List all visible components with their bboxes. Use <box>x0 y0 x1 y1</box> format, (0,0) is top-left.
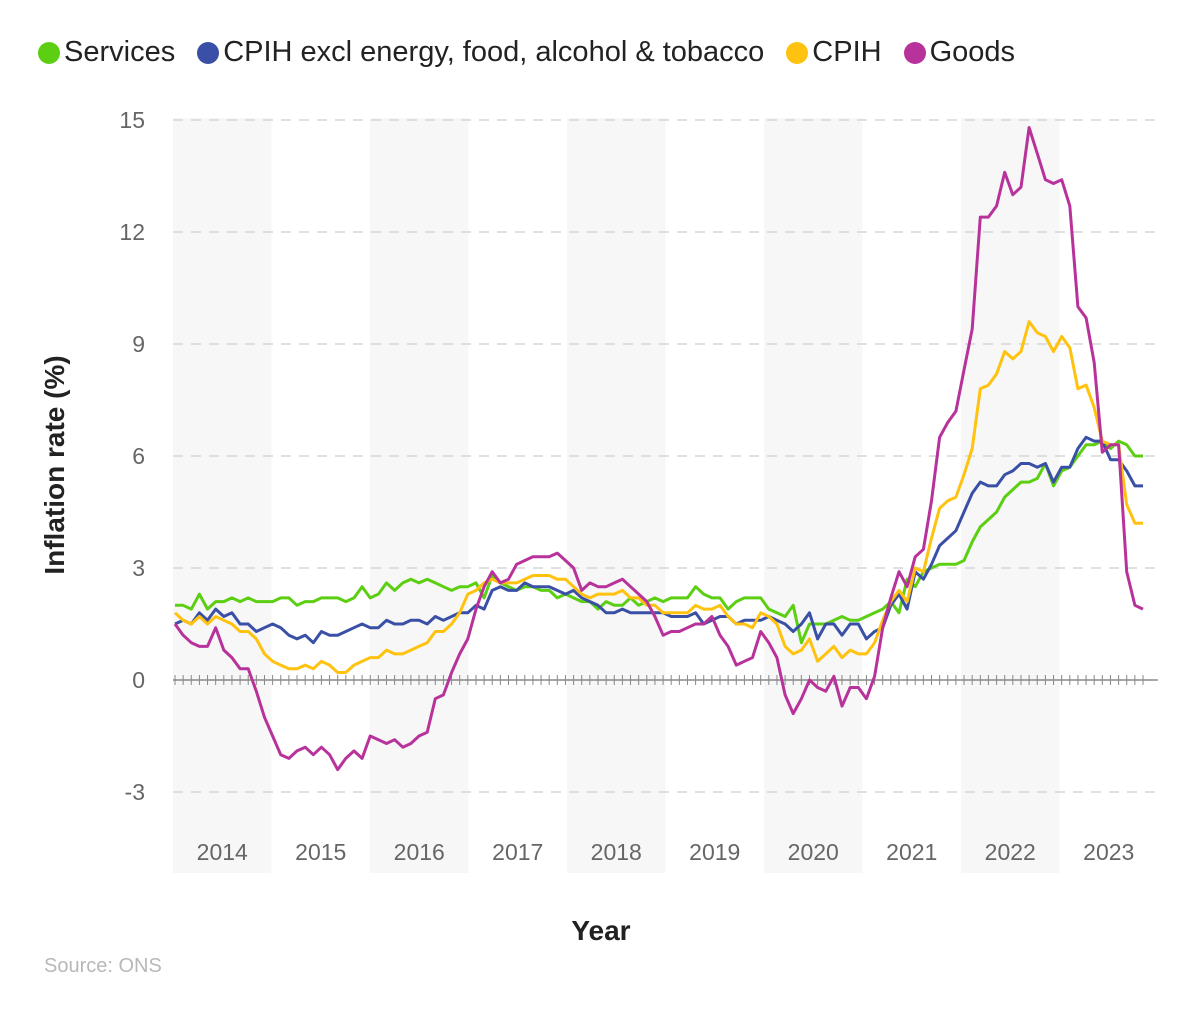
y-tick-label: 15 <box>119 107 145 133</box>
x-tick-label: 2019 <box>689 839 740 865</box>
series-line-services <box>175 439 1143 645</box>
x-tick-label: 2023 <box>1083 839 1134 865</box>
x-tick-label: 2016 <box>394 839 445 865</box>
legend-item-core[interactable]: CPIH excl energy, food, alcohol & tobacc… <box>197 36 764 69</box>
x-tick-label: 2017 <box>492 839 543 865</box>
series-line-cpih-excl-energy-food-alcohol-tobacco <box>174 435 1143 645</box>
x-axis-title: Year <box>571 915 630 946</box>
series-line-cpih <box>173 320 1143 674</box>
x-tick-label: 2020 <box>788 839 839 865</box>
y-axis-title: Inflation rate (%) <box>39 355 70 574</box>
year-band <box>370 118 469 873</box>
x-tick-label: 2021 <box>886 839 937 865</box>
legend-item-services[interactable]: Services <box>38 36 175 69</box>
y-tick-label: -3 <box>125 779 145 805</box>
x-tick-label: 2015 <box>295 839 346 865</box>
legend-dot <box>903 41 926 64</box>
legend: Services CPIH excl energy, food, alcohol… <box>38 36 1015 69</box>
y-tick-label: 6 <box>132 443 145 469</box>
legend-dot <box>38 41 60 64</box>
legend-item-cpih[interactable]: CPIH <box>786 36 882 69</box>
x-tick-label: 2022 <box>985 839 1036 865</box>
y-tick-label: 3 <box>132 555 145 581</box>
year-band <box>764 118 863 873</box>
year-band <box>567 118 666 873</box>
year-band <box>173 118 272 873</box>
series-line-goods <box>173 126 1144 772</box>
legend-dot <box>197 41 220 64</box>
x-tick-label: 2014 <box>197 839 248 865</box>
legend-dot <box>786 41 809 64</box>
y-tick-label: 0 <box>132 667 145 693</box>
legend-item-goods[interactable]: Goods <box>903 36 1015 69</box>
y-tick-label: 9 <box>132 331 145 357</box>
x-tick-label: 2018 <box>591 839 642 865</box>
source-note: Source: ONS <box>44 955 162 977</box>
y-tick-label: 12 <box>119 219 145 245</box>
